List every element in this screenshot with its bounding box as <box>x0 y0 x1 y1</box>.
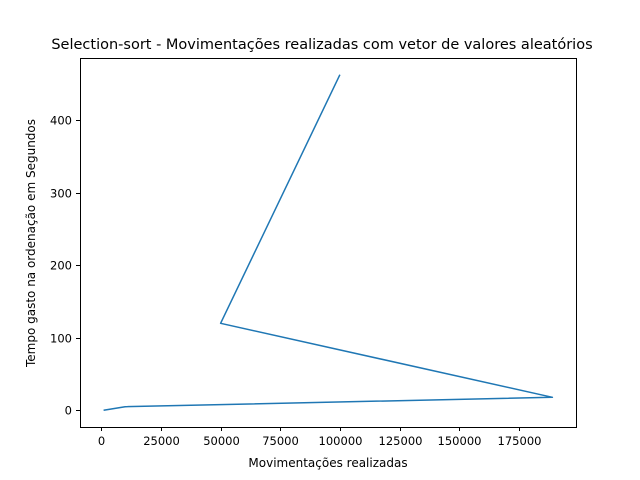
y-tick-label: 0 <box>65 404 72 418</box>
y-tick-label: 400 <box>50 114 72 128</box>
plot-frame <box>80 58 577 428</box>
x-axis-label: Movimentações realizadas <box>248 456 407 470</box>
y-tick-label: 200 <box>50 259 72 273</box>
x-tick-label: 125000 <box>379 434 423 448</box>
x-tick-label: 100000 <box>319 434 363 448</box>
x-tick-label: 0 <box>98 434 105 448</box>
x-tick-label: 175000 <box>498 434 542 448</box>
plot-area <box>103 74 554 412</box>
x-axis-ticks: 0 25000 50000 75000 100000 125000 150000 175000 <box>98 427 542 448</box>
x-tick-label: 25000 <box>143 434 180 448</box>
x-tick-label: 150000 <box>438 434 482 448</box>
chart-title: Selection-sort - Movimentações realizada… <box>51 37 592 53</box>
y-tick-label: 100 <box>50 332 72 346</box>
y-tick-label: 300 <box>50 187 72 201</box>
x-tick-label: 75000 <box>262 434 299 448</box>
y-axis-ticks: 0 100 200 300 400 <box>50 114 80 418</box>
x-tick-label: 50000 <box>203 434 240 448</box>
series-line-0 <box>103 74 554 412</box>
y-axis-label: Tempo gasto na ordenação em Segundos <box>24 119 38 368</box>
